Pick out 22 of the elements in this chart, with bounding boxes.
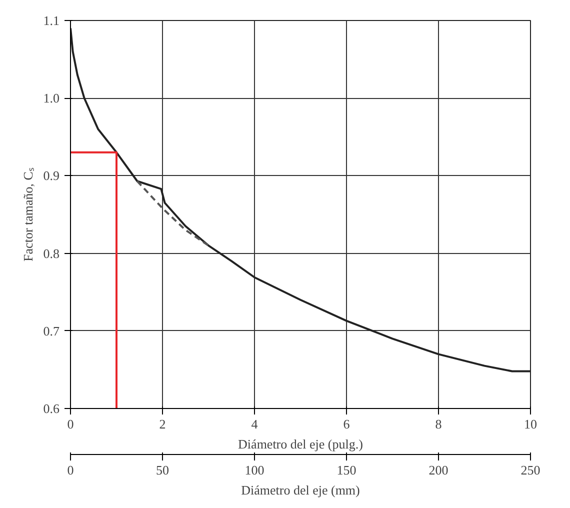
x-axis-title: Diámetro del eje (pulg.): [238, 436, 363, 452]
x-tick-label: 4: [251, 416, 258, 432]
x2-tick-label: 150: [336, 462, 356, 478]
x-tick-label: 6: [343, 416, 350, 432]
line-series: [136, 180, 210, 247]
y-tick-label: 1.0: [43, 90, 60, 106]
x2-tick-label: 250: [520, 462, 540, 478]
x2-tick-label: 100: [244, 462, 264, 478]
x2-axis-title: Diámetro del eje (mm): [241, 482, 360, 498]
y-tick-label: 0.9: [43, 168, 60, 184]
x2-tick-label: 200: [428, 462, 448, 478]
y-tick-label: 0.7: [43, 323, 60, 338]
y-axis-title: Factor tamaño, Cₛ: [20, 168, 36, 262]
x-tick-label: 8: [435, 416, 442, 432]
y-tick-label: 0.6: [43, 401, 60, 416]
x-tick-label: 10: [524, 416, 537, 432]
x2-tick-label: 0: [67, 462, 74, 478]
y-tick-label: 0.8: [43, 246, 60, 261]
x-tick-label: 0: [67, 416, 74, 432]
y-tick-label: 1.1: [43, 13, 60, 28]
x2-tick-label: 50: [156, 462, 169, 478]
x-tick-label: 2: [159, 416, 166, 432]
